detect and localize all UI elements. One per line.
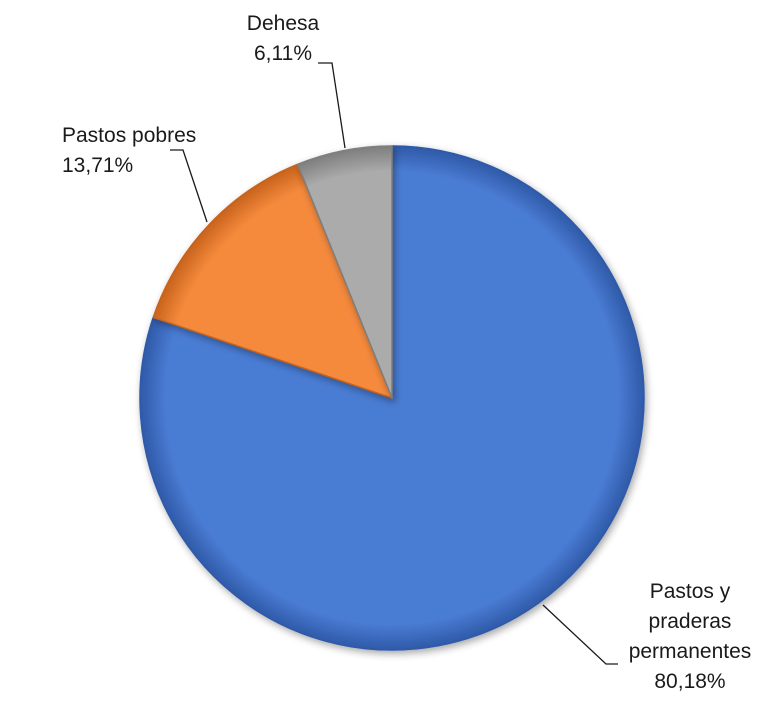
slice-value-label: 13,71% — [62, 154, 133, 177]
pie-slice-pastos-pobres — [152, 163, 393, 399]
leader-line — [318, 62, 346, 149]
slice-value-label: 80,18% — [654, 670, 725, 693]
slice-name-label: permanentes — [629, 640, 752, 663]
pie-slices — [139, 145, 645, 651]
leader-line — [170, 149, 208, 223]
slice-name-label: Pastos pobres — [62, 124, 196, 147]
pie-labels: Pastos y praderas permanentes 80,18% Pastos … — [62, 12, 751, 693]
slice-name-label: praderas — [649, 610, 732, 633]
slice-name-label: Pastos y — [650, 580, 731, 603]
slice-value-label: 6,11% — [254, 42, 312, 65]
leader-line — [542, 604, 618, 665]
slice-name-label: Dehesa — [247, 12, 320, 35]
pie-slice-dehesa — [296, 145, 393, 399]
